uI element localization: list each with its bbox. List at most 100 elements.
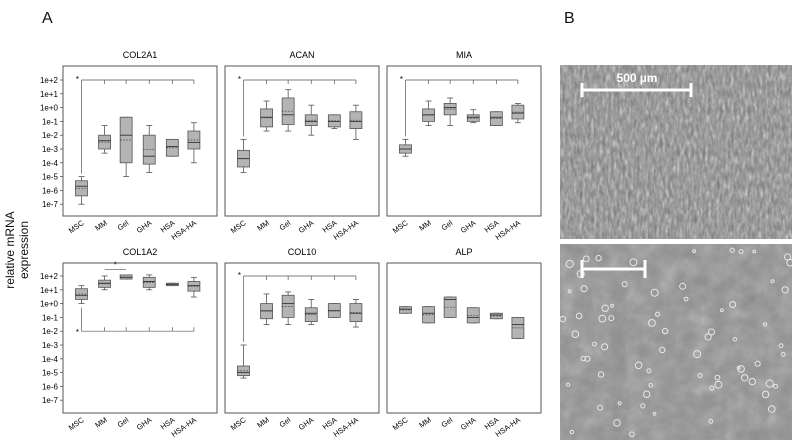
box-gha — [466, 307, 480, 324]
box-mm — [422, 306, 435, 324]
box-gha — [142, 274, 156, 291]
box-hsa — [165, 138, 179, 157]
chart-title: MIA — [456, 50, 472, 60]
category-label: Gel — [440, 218, 455, 232]
box-gel — [281, 291, 295, 326]
category-label: GHA — [135, 415, 153, 432]
significance-star: * — [238, 271, 241, 280]
category-label: GHA — [297, 218, 315, 235]
box-msc — [399, 138, 412, 157]
box-hsa — [327, 303, 341, 318]
category-label: MSC — [67, 218, 86, 235]
cell — [582, 255, 590, 263]
box-hsa — [489, 111, 503, 126]
category-label: MM — [417, 218, 432, 233]
micrograph-top: 500 µm — [560, 65, 792, 239]
chart-col1a2: COL1A2 1e-7 1e-6 1e-5 1e-4 1e-3 1e-2 1e-1 1e+0 1e… — [40, 247, 218, 439]
box-hsa-ha — [349, 104, 363, 140]
category-label: Gel — [278, 415, 293, 429]
cell — [741, 374, 749, 382]
chart-title: ACAN — [289, 50, 314, 60]
box-gel — [443, 296, 457, 318]
y-tick-label: 1e+1 — [40, 286, 59, 295]
cell — [762, 322, 768, 327]
chart-title: COL10 — [288, 247, 317, 257]
category-label: MSC — [229, 218, 248, 235]
category-label: MM — [255, 415, 270, 430]
y-tick-label: 1e+2 — [40, 272, 59, 281]
category-label: MM — [255, 218, 270, 233]
y-tick-label: 1e-4 — [42, 355, 59, 364]
box-msc — [399, 306, 412, 314]
category-label: MM — [93, 415, 108, 430]
category-label: GHA — [135, 218, 153, 235]
cell — [661, 327, 669, 335]
cell — [580, 355, 587, 362]
scale-bar — [580, 83, 693, 97]
cell — [598, 314, 607, 323]
cell — [729, 247, 735, 253]
y-tick-label: 1e-6 — [42, 186, 59, 195]
cell — [597, 371, 605, 378]
y-tick-label: 1e+0 — [40, 104, 59, 113]
cell — [584, 355, 591, 362]
cell — [569, 429, 575, 435]
cell — [613, 419, 621, 427]
cell — [693, 350, 702, 359]
y-tick-label: 1e-2 — [42, 131, 59, 140]
significance-star: * — [76, 75, 79, 84]
cell — [629, 431, 635, 438]
cell — [597, 404, 604, 411]
cell — [655, 311, 660, 317]
y-tick-label: 1e-1 — [42, 117, 59, 126]
plot-frame — [62, 65, 218, 217]
category-label: MM — [417, 415, 432, 430]
cell — [621, 281, 628, 288]
cell — [560, 315, 566, 323]
cell — [650, 288, 659, 297]
category-label: Gel — [116, 218, 131, 232]
cell — [565, 259, 574, 269]
cell — [629, 258, 638, 267]
y-tick-label: 1e-3 — [42, 145, 59, 154]
box-msc — [237, 138, 250, 173]
cell — [708, 328, 715, 336]
cell — [601, 343, 609, 351]
cell — [648, 382, 653, 388]
panel-b-label: B — [564, 10, 575, 27]
cell — [714, 380, 723, 389]
cell — [714, 374, 721, 381]
chart-col2a1: COL2A1 1e-7 1e-6 1e-5 1e-4 1e-3 1e-2 1e-1 1e+0 1e… — [40, 50, 218, 242]
box-gel — [119, 274, 133, 280]
category-label: Gel — [278, 218, 293, 232]
box-mm — [98, 125, 111, 154]
chart-title: COL1A2 — [123, 247, 158, 257]
y-tick-label: 1e-6 — [42, 382, 59, 391]
cell — [732, 337, 738, 342]
cell — [580, 285, 588, 293]
cell — [770, 279, 775, 284]
cell — [652, 411, 657, 416]
cell — [748, 377, 757, 386]
cell — [781, 286, 789, 294]
cell — [761, 390, 770, 399]
cell — [773, 383, 778, 389]
cell — [659, 346, 666, 354]
box-mm — [98, 275, 111, 291]
category-label: HSA-HA — [332, 218, 360, 242]
cell — [683, 296, 689, 302]
cell — [768, 405, 776, 413]
cell — [617, 401, 622, 406]
box-hsa-ha — [511, 316, 525, 339]
box-hsa — [165, 282, 179, 287]
plot-frame — [62, 262, 218, 414]
box-hsa-ha — [187, 122, 201, 164]
cell — [634, 361, 643, 370]
cell — [575, 312, 583, 320]
cell — [679, 282, 687, 290]
micrograph-bottom — [560, 244, 792, 440]
cell — [708, 418, 714, 424]
cell — [595, 254, 602, 262]
category-label: MSC — [67, 415, 86, 432]
